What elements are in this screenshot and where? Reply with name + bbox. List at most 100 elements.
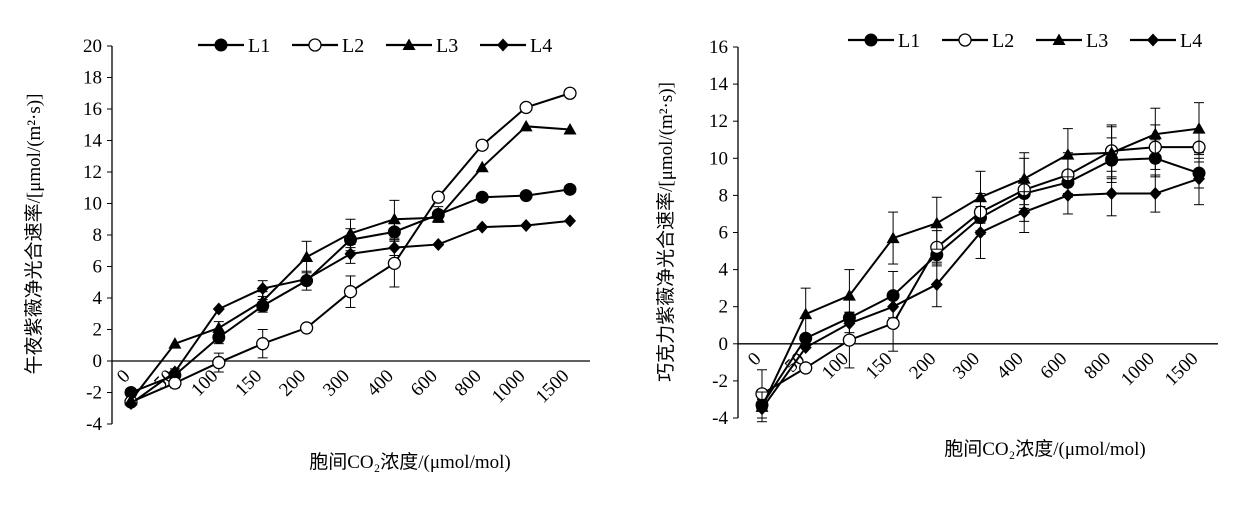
- legend-marker: [1052, 33, 1066, 45]
- legend-label: L3: [436, 35, 458, 57]
- y-tick-label: 12: [709, 111, 728, 132]
- data-point: [1149, 187, 1162, 201]
- data-point: [799, 307, 813, 320]
- data-point: [886, 316, 900, 331]
- x-tick-label: 1500: [532, 366, 574, 408]
- data-point: [1061, 148, 1075, 160]
- x-tick-label: 800: [451, 366, 486, 401]
- data-point: [475, 138, 489, 152]
- data-point: [519, 100, 533, 115]
- data-point: [256, 294, 270, 307]
- data-point: [886, 231, 900, 244]
- y-axis-title: 巧克力紫薇净光合速率/[μmol/(m²·s)]: [655, 82, 677, 382]
- x-tick-label: 150: [862, 348, 897, 383]
- legend-marker: [958, 33, 972, 47]
- x-tick-label: 400: [363, 366, 398, 401]
- data-point: [843, 316, 856, 330]
- legend-marker: [214, 38, 228, 52]
- data-point: [1017, 172, 1031, 184]
- data-point: [387, 256, 402, 271]
- legend-label: L4: [530, 35, 552, 57]
- legend: L1 L2 L3 L4: [198, 35, 552, 57]
- legend-marker: [864, 33, 878, 47]
- data-point: [930, 277, 943, 291]
- data-point: [256, 282, 269, 296]
- x-tick-label: 200: [905, 348, 940, 383]
- data-point: [930, 216, 944, 229]
- x-tick-label: 200: [275, 366, 310, 401]
- x-tick-label: 600: [407, 366, 442, 401]
- y-tick-label: 8: [93, 225, 103, 246]
- legend-marker: [1147, 33, 1159, 47]
- data-point: [475, 160, 489, 173]
- x-axis-title: 胞间CO₂浓度/(μmol/mol): [944, 438, 1146, 460]
- x-tick-label: 100: [187, 366, 222, 401]
- y-tick-label: 10: [709, 148, 728, 169]
- x-tick-label: 600: [1036, 348, 1071, 383]
- y-tick-label: -2: [86, 383, 102, 404]
- y-tick-label: 14: [83, 131, 103, 152]
- data-point: [125, 397, 137, 411]
- data-point: [564, 214, 576, 228]
- legend-marker: [308, 38, 322, 52]
- data-point: [842, 289, 856, 301]
- x-axis-title: 胞间CO₂浓度/(μmol/mol): [309, 451, 511, 473]
- data-point: [343, 285, 358, 299]
- legend-label: L1: [898, 30, 920, 52]
- x-tick-label: 0: [744, 348, 766, 370]
- data-point: [300, 250, 314, 263]
- data-point: [431, 190, 445, 204]
- y-tick-label: -4: [712, 408, 728, 429]
- data-point: [299, 321, 314, 335]
- data-point: [563, 86, 577, 100]
- legend-marker: [402, 38, 416, 50]
- x-tick-label: 800: [1080, 348, 1115, 383]
- data-point: [1193, 172, 1205, 186]
- data-point: [387, 212, 401, 225]
- data-point: [344, 226, 357, 239]
- y-tick-label: 2: [719, 297, 729, 318]
- data-point: [520, 219, 533, 233]
- legend-label: L2: [342, 35, 364, 57]
- x-tick-label: 100: [818, 348, 853, 383]
- series-l4: [756, 152, 1205, 419]
- y-tick-label: 16: [709, 37, 728, 58]
- y-tick-label: -2: [712, 371, 728, 392]
- data-point: [799, 361, 813, 375]
- y-tick-label: 10: [83, 194, 102, 215]
- x-tick-label: 1000: [1117, 348, 1159, 390]
- data-point: [563, 182, 577, 196]
- data-point: [432, 237, 445, 251]
- data-point: [168, 337, 182, 349]
- data-point: [300, 272, 313, 286]
- y-tick-label: 0: [93, 351, 103, 372]
- data-point: [388, 241, 401, 255]
- legend-label: L1: [248, 35, 270, 57]
- data-point: [974, 190, 987, 203]
- y-tick-label: 6: [93, 257, 103, 278]
- y-tick-label: 14: [709, 74, 729, 95]
- y-tick-label: 18: [83, 68, 102, 89]
- series-l4: [125, 214, 576, 411]
- y-tick-label: 4: [93, 288, 103, 309]
- data-point: [212, 355, 226, 370]
- x-tick-label: 1500: [1161, 348, 1203, 390]
- y-tick-label: 0: [719, 334, 729, 355]
- data-point: [1061, 188, 1074, 202]
- data-point: [1105, 146, 1119, 158]
- data-point: [519, 189, 533, 203]
- data-point: [168, 365, 181, 379]
- data-point: [212, 321, 226, 333]
- legend-label: L3: [1086, 30, 1108, 52]
- y-tick-label: 12: [83, 162, 102, 183]
- data-point: [168, 376, 182, 390]
- data-point: [1018, 205, 1031, 219]
- legend: L1 L2 L3 L4: [848, 30, 1202, 52]
- data-point: [476, 220, 489, 234]
- legend-label: L4: [1180, 30, 1202, 52]
- x-tick-label: 300: [319, 366, 354, 401]
- legend-label: L2: [992, 30, 1014, 52]
- legend-marker: [497, 38, 509, 52]
- data-point: [756, 402, 768, 416]
- series-l2: [124, 86, 577, 409]
